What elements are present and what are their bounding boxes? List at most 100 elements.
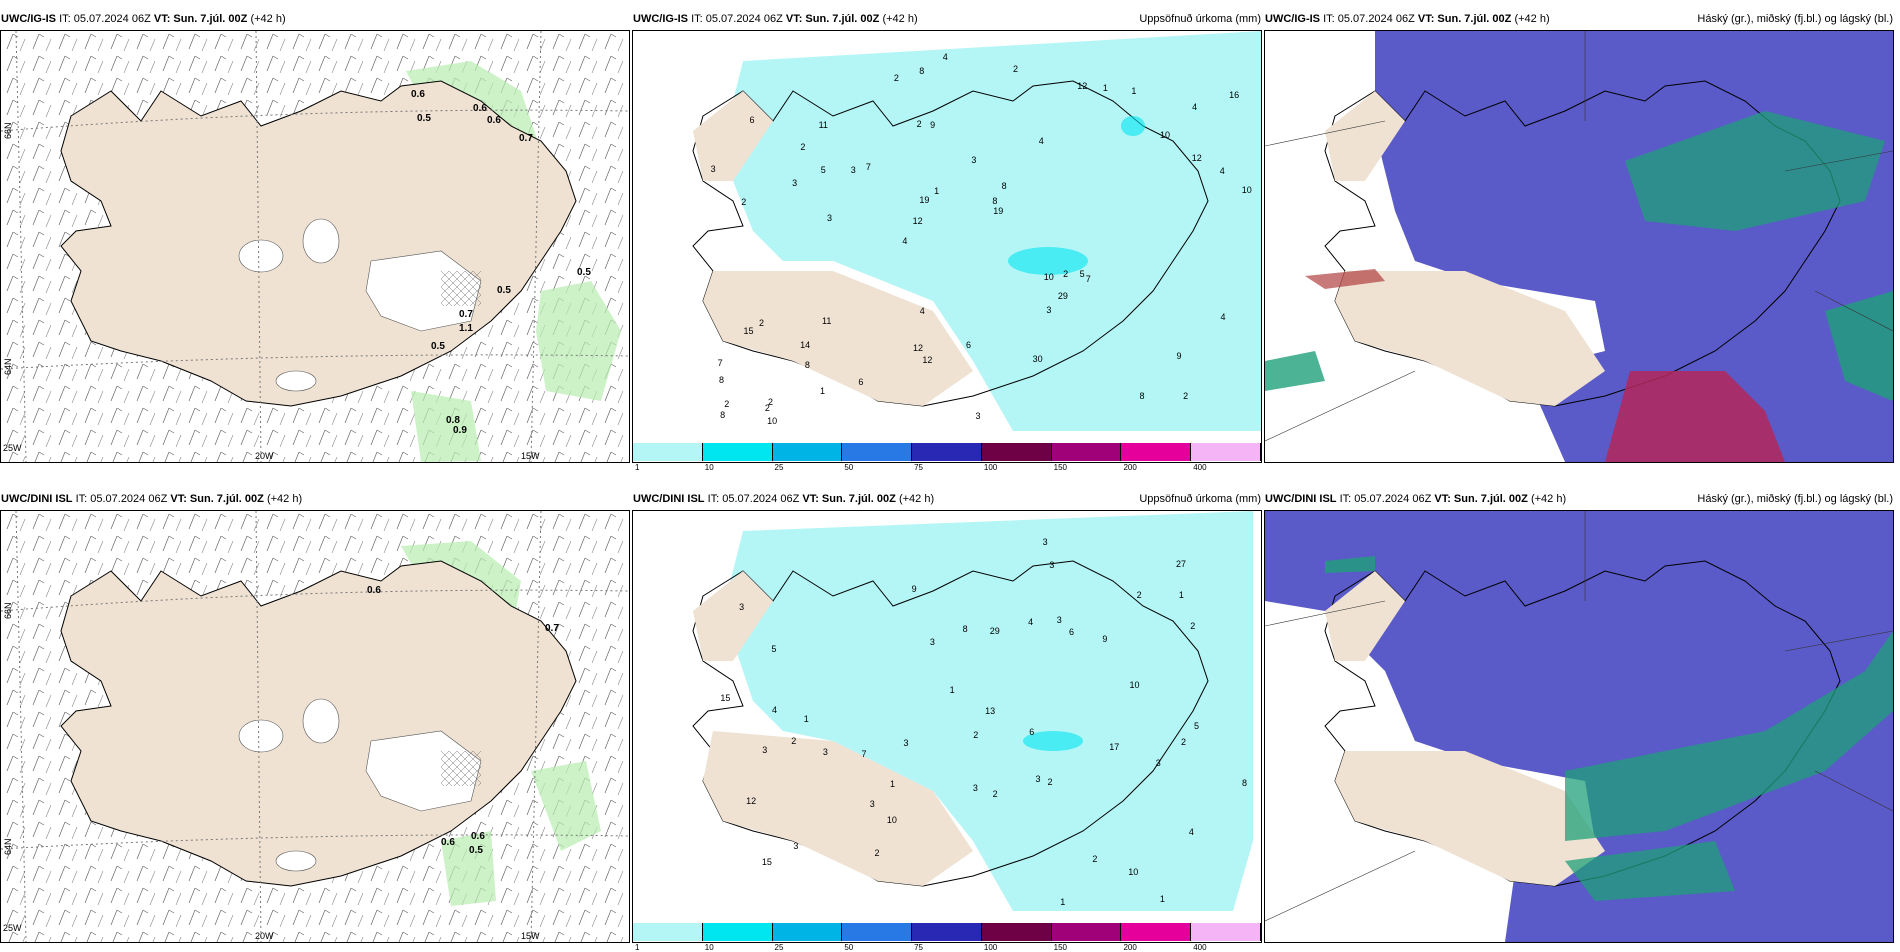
precip-value: 4: [919, 305, 925, 316]
precip-map: [633, 31, 1261, 431]
panel-ig-cloud: UWC/IG-IS IT: 05.07.2024 06Z VT: Sun. 7.…: [1264, 13, 1894, 463]
lead-time: (+42 h): [1514, 13, 1550, 25]
low-cloud: [1325, 556, 1375, 573]
precip-value: 8: [1139, 390, 1145, 401]
precip-value: 2: [724, 399, 730, 409]
precip-value: 8: [1241, 778, 1247, 789]
wind-value-label: 0.5: [417, 113, 431, 124]
precip-value: 3: [903, 737, 909, 748]
precip-value: 9: [930, 119, 936, 130]
colorbar-segment: [1121, 923, 1192, 941]
panel-header: UWC/DINI ISL IT: 05.07.2024 06Z VT: Sun.…: [1, 489, 302, 509]
valid-time: VT: Sun. 7.júl. 00Z: [153, 13, 248, 25]
precip-value: 1: [803, 713, 809, 724]
valid-time: VT: Sun. 7.júl. 00Z: [1417, 13, 1512, 25]
wind-value-label: 0.6: [471, 831, 485, 842]
colorbar-segment: [912, 923, 982, 941]
precip-value: 2: [874, 848, 880, 859]
colorbar-tick-label: 100: [983, 463, 998, 472]
panel-title: Uppsöfnuð úrkoma (mm): [1139, 13, 1261, 25]
precip-value: 4: [1192, 102, 1198, 113]
lon-label-20: 20W: [255, 931, 274, 941]
colorbar-tick-label: 150: [1053, 943, 1068, 952]
model-source: UWC/DINI ISL: [1265, 493, 1337, 505]
colorbar-segment: [633, 923, 703, 941]
colorbar-tick-label: 400: [1193, 943, 1207, 952]
colorbar-tick-label: 150: [1053, 463, 1068, 472]
precip-value: 2: [1063, 268, 1069, 279]
colorbar-tick-label: 100: [983, 943, 998, 952]
wind-map: [1, 511, 629, 942]
precip-value: 6: [1069, 626, 1075, 637]
precip-value: 3: [822, 747, 828, 758]
colorbar-segment: [772, 923, 843, 941]
wind-value-label: 0.6: [411, 89, 425, 100]
wind-value-label: 0.9: [453, 425, 467, 436]
precip-value: 3: [929, 636, 935, 647]
colorbar-segment: [633, 443, 703, 461]
precip-value: 2: [768, 397, 774, 408]
glacier: [238, 239, 284, 273]
wind-value-label: 0.6: [367, 585, 381, 596]
precip-value: 6: [858, 376, 864, 387]
glacier: [302, 218, 340, 264]
precip-value: 2: [893, 72, 899, 83]
precip-value: 2: [1047, 777, 1053, 788]
colorbar-tick-label: 50: [844, 463, 854, 472]
valid-time: VT: Sun. 7.júl. 00Z: [170, 493, 264, 505]
panel-dini-wind: UWC/DINI ISL IT: 05.07.2024 06Z VT: Sun.…: [0, 493, 630, 943]
lat-label-64: 64N: [3, 838, 13, 855]
panel-header: UWC/IG-IS IT: 05.07.2024 06Z VT: Sun. 7.…: [633, 9, 918, 29]
precip-value: 16: [1229, 89, 1240, 100]
precip-value: 10: [886, 814, 897, 825]
precip-value: 4: [1038, 136, 1044, 147]
colorbar-tick-label: 50: [844, 943, 854, 952]
precip-value: 4: [1220, 312, 1226, 323]
precip-value: 3: [1042, 537, 1048, 548]
wind-value-label: 0.5: [497, 285, 511, 296]
precip-value: 8: [919, 65, 925, 76]
precip-value: 3: [710, 164, 716, 175]
colorbar-tick-label: 1: [635, 463, 640, 472]
precip-value: 30: [1032, 354, 1043, 365]
precip-value: 12: [746, 796, 757, 807]
precip-value: 2: [1190, 620, 1196, 631]
precip-value: 3: [1049, 559, 1055, 570]
precip-value: 2: [1012, 64, 1018, 75]
precip-value: 3: [975, 411, 981, 422]
wind-value-label: 0.6: [441, 837, 455, 848]
precip-zone: [441, 831, 496, 906]
precip-value: 1: [1159, 894, 1165, 905]
iceland-land: [692, 80, 1209, 407]
precip-value: 3: [1155, 757, 1161, 768]
precip-value: 4: [1028, 616, 1034, 627]
precip-value: 1: [820, 386, 826, 397]
precip-value: 2: [758, 318, 764, 329]
lon-label-15: 15W: [521, 451, 540, 461]
precip-colorbar: 1 10 25 50 75 100 150 200 400: [633, 443, 1261, 472]
precip-value: 4: [942, 51, 948, 62]
wind-value-label: 0.5: [469, 845, 483, 856]
lon-label-20: 20W: [255, 451, 274, 461]
precip-value: 10: [1129, 679, 1140, 690]
iceland-land: [1324, 80, 1841, 407]
wind-value-label: 0.5: [577, 267, 591, 278]
cloud-map: [1265, 31, 1893, 462]
precip-value: 10: [1159, 130, 1170, 141]
precip-zone: [531, 761, 601, 851]
precip-value: 2: [741, 196, 747, 207]
colorbar-segment: [772, 443, 843, 461]
lat-label-64: 64N: [3, 358, 13, 375]
precip-value: 8: [720, 410, 726, 421]
lead-time: (+42 h): [898, 493, 935, 505]
mid-cloud: [1265, 511, 1893, 942]
precip-value: 14: [800, 339, 811, 350]
precip-value: 7: [717, 358, 723, 369]
model-source: UWC/IG-IS: [1265, 13, 1320, 25]
wind-value-label: 0.7: [519, 133, 533, 144]
precip-colorbar: 1 10 25 50 75 100 150 200 400: [633, 923, 1261, 952]
colorbar-tick-label: 25: [774, 463, 784, 472]
valid-time: VT: Sun. 7.júl. 00Z: [785, 13, 880, 25]
precip-value: 11: [821, 316, 832, 327]
precip-value: 2: [992, 788, 998, 799]
